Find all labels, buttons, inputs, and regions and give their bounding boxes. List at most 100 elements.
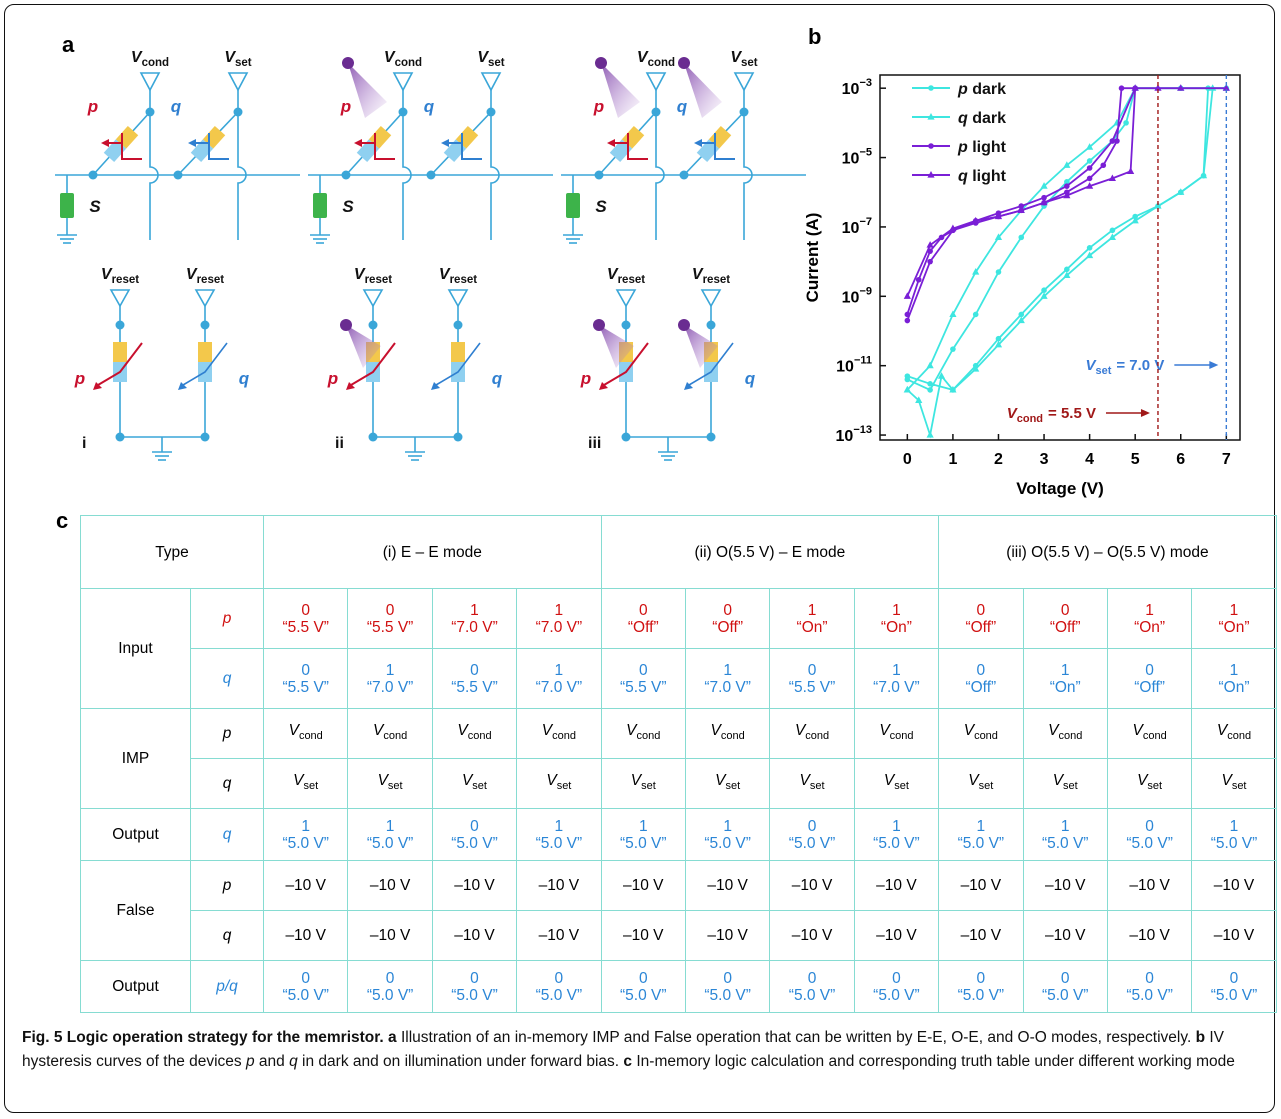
antenna <box>447 289 469 308</box>
memristor-top <box>451 342 465 362</box>
memristor-top <box>198 342 212 362</box>
legend-marker <box>928 85 934 91</box>
label-subscript: cond <box>395 57 423 69</box>
resistor-label: S <box>595 197 607 216</box>
data-point <box>904 376 911 383</box>
table-cell: –10 V <box>1022 910 1108 961</box>
device-label: p <box>340 97 351 116</box>
table-cell: 1 “On” <box>853 588 940 649</box>
memristor-bottom <box>356 139 380 163</box>
data-point <box>972 216 980 224</box>
wire <box>490 90 500 240</box>
cell-symbol: V <box>630 771 642 789</box>
table-cell: Vset <box>262 758 349 809</box>
data-point <box>904 311 911 318</box>
node <box>173 170 183 180</box>
device-label: q <box>171 97 182 116</box>
resistor <box>313 193 327 218</box>
label-symbol: V <box>224 49 236 66</box>
table-cell: 1 “5.0 V” <box>516 808 602 861</box>
x-tick-label: 6 <box>1176 451 1185 468</box>
table-cell: Vcond <box>1106 708 1193 759</box>
label-symbol: V <box>1085 357 1097 374</box>
data-point <box>1108 174 1117 182</box>
label-symbol: V <box>354 266 366 283</box>
legend-label: p dark <box>957 81 1006 98</box>
header-cell: Type <box>80 515 264 589</box>
table-cell: –10 V <box>347 860 433 911</box>
caption-part: c <box>619 1053 633 1070</box>
data-point <box>1040 198 1048 206</box>
caption-part: a <box>383 1029 397 1046</box>
voltage-label: Vreset <box>607 266 645 286</box>
table-cell: Vset <box>431 758 518 809</box>
data-point <box>949 385 957 393</box>
table-row: Input p 0 “5.5 V” 0 “5.5 V” 1 “7.0 V” 1 “7.0 … <box>80 588 1277 709</box>
cell-symbol: V <box>879 721 890 739</box>
cell-subscript: set <box>809 780 825 793</box>
table-cell: 1 “7.0 V” <box>347 648 433 709</box>
data-point <box>1222 84 1230 91</box>
tick-exponent: −13 <box>853 424 872 436</box>
data-point <box>1154 202 1162 209</box>
table-cell: 0 “5.0 V” <box>769 960 855 1013</box>
row-group-label: IMP <box>80 708 191 809</box>
legend-rest: dark <box>968 110 1006 127</box>
resistor <box>60 193 74 218</box>
table-cell: 1 “7.0 V” <box>853 648 940 709</box>
header-cell: (i) E – E mode <box>263 515 602 589</box>
data-point <box>1132 213 1138 220</box>
data-point <box>903 292 911 299</box>
light-beam <box>601 63 640 118</box>
data-point <box>937 372 946 379</box>
cell-subscript: cond <box>383 730 408 743</box>
data-point <box>1086 245 1093 251</box>
signal-arrow <box>350 342 396 386</box>
device-label: q <box>677 97 688 116</box>
x-tick-label: 3 <box>1040 451 1049 468</box>
data-point <box>949 310 957 318</box>
panel-sublabel: iii <box>588 435 601 452</box>
table-cell: 0 “Off” <box>938 648 1024 709</box>
cell-symbol: V <box>1132 721 1143 739</box>
table-cell: 0 “5.0 V” <box>1191 960 1277 1013</box>
cell-symbol: V <box>799 771 810 789</box>
table-cell: 0 “5.5 V” <box>262 648 349 709</box>
caption-part: IV hysteresis curves of the devices <box>22 1029 1224 1070</box>
node <box>426 170 436 180</box>
label-subscript: reset <box>450 274 478 286</box>
data-point <box>972 268 980 275</box>
data-point <box>1131 84 1139 91</box>
table-cell: Vset <box>1106 758 1193 809</box>
data-point <box>950 346 956 352</box>
cell-symbol: V <box>377 771 388 789</box>
arrow-head <box>178 382 187 390</box>
data-point <box>915 396 923 403</box>
node <box>200 320 210 330</box>
table-cell: Vcond <box>684 708 771 759</box>
table-cell: –10 V <box>938 910 1024 961</box>
plot-frame <box>879 74 1241 441</box>
data-point <box>1063 161 1071 168</box>
light-source <box>678 57 690 69</box>
caption-part: b <box>1191 1029 1206 1046</box>
tick-base: 10 <box>842 220 860 237</box>
data-point <box>1108 233 1117 240</box>
panel-sublabel: ii <box>335 435 344 452</box>
row-variable: q <box>190 910 264 961</box>
device-label: q <box>492 369 503 388</box>
data-point <box>1114 138 1120 144</box>
cell-subscript: set <box>1147 780 1163 793</box>
wire <box>402 90 412 240</box>
node <box>115 320 125 330</box>
table-cell: Vcond <box>262 708 349 759</box>
caption-part: In-memory logic calculation and correspo… <box>632 1053 1235 1070</box>
data-point <box>972 311 979 318</box>
cell-symbol: V <box>1137 771 1148 789</box>
data-point <box>995 269 1002 275</box>
row-group-label: Input <box>80 588 191 709</box>
device-label: p <box>593 97 604 116</box>
cell-symbol: V <box>626 721 637 739</box>
y-tick-label: 10−3 <box>842 77 872 98</box>
x-tick-label: 1 <box>948 451 957 468</box>
